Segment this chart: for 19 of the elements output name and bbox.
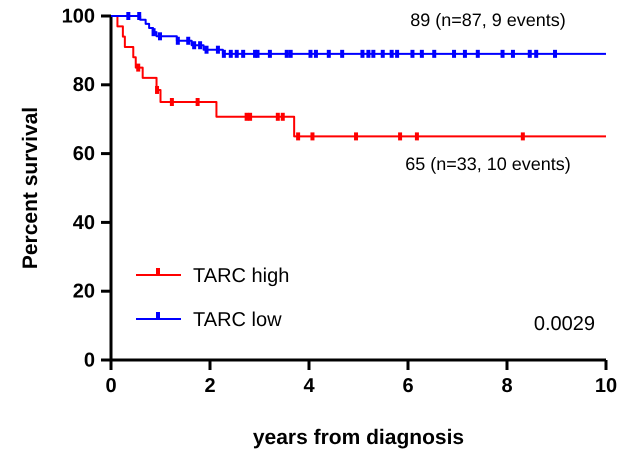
y-tick-label: 40 xyxy=(72,212,95,234)
x-tick-label: 0 xyxy=(105,375,117,398)
legend-label: TARC low xyxy=(193,309,282,331)
y-tick-label: 0 xyxy=(84,349,95,372)
y-tick-label: 100 xyxy=(62,5,95,28)
y-tick-label: 20 xyxy=(72,280,95,303)
annotation: 65 (n=33, 10 events) xyxy=(405,154,571,174)
annotation: 0.0029 xyxy=(534,313,595,335)
x-tick-label: 2 xyxy=(204,375,216,398)
x-tick-label: 6 xyxy=(402,375,414,398)
x-tick-label: 8 xyxy=(501,375,513,398)
x-axis-title: years from diagnosis xyxy=(252,426,464,449)
y-axis-title: Percent survival xyxy=(19,106,42,270)
legend-label: TARC high xyxy=(193,265,290,287)
annotation: 89 (n=87, 9 events) xyxy=(410,10,566,30)
y-tick-label: 60 xyxy=(72,143,95,165)
x-tick-label: 4 xyxy=(303,375,316,398)
x-tick-label: 10 xyxy=(594,375,618,398)
y-tick-label: 80 xyxy=(72,74,95,96)
